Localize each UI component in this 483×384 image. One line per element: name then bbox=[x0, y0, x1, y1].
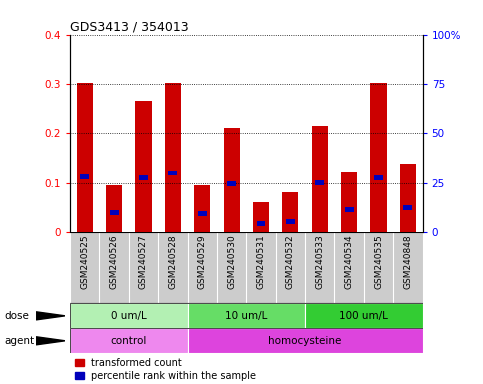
Text: dose: dose bbox=[5, 311, 30, 321]
Bar bbox=[187, 328, 423, 353]
Bar bbox=[106, 185, 122, 232]
Bar bbox=[77, 83, 93, 232]
Bar bbox=[135, 101, 152, 232]
Text: control: control bbox=[111, 336, 147, 346]
Text: 10 um/L: 10 um/L bbox=[225, 311, 268, 321]
Bar bbox=[165, 83, 181, 232]
Bar bbox=[70, 328, 187, 353]
Text: GSM240533: GSM240533 bbox=[315, 235, 324, 289]
Text: GSM240527: GSM240527 bbox=[139, 235, 148, 289]
Text: GSM240535: GSM240535 bbox=[374, 235, 383, 289]
Text: 100 um/L: 100 um/L bbox=[340, 311, 388, 321]
Text: GSM240531: GSM240531 bbox=[256, 235, 266, 289]
Bar bbox=[198, 211, 207, 216]
Bar bbox=[256, 222, 266, 227]
Text: GSM240848: GSM240848 bbox=[403, 235, 412, 289]
Bar bbox=[341, 172, 357, 232]
Bar bbox=[374, 175, 383, 180]
Polygon shape bbox=[36, 337, 65, 345]
Text: GDS3413 / 354013: GDS3413 / 354013 bbox=[70, 20, 189, 33]
Bar bbox=[400, 164, 416, 232]
Bar bbox=[110, 210, 118, 215]
Legend: transformed count, percentile rank within the sample: transformed count, percentile rank withi… bbox=[75, 358, 256, 381]
Text: GSM240525: GSM240525 bbox=[80, 235, 89, 289]
Bar bbox=[224, 127, 240, 232]
Text: GSM240532: GSM240532 bbox=[286, 235, 295, 289]
Bar bbox=[315, 180, 324, 185]
Text: homocysteine: homocysteine bbox=[269, 336, 342, 346]
Text: GSM240528: GSM240528 bbox=[169, 235, 177, 289]
Bar bbox=[169, 170, 177, 175]
Text: GSM240526: GSM240526 bbox=[110, 235, 119, 289]
Text: agent: agent bbox=[5, 336, 35, 346]
Bar bbox=[187, 303, 305, 328]
Bar bbox=[305, 303, 423, 328]
Text: GSM240534: GSM240534 bbox=[345, 235, 354, 289]
Text: GSM240530: GSM240530 bbox=[227, 235, 236, 289]
Bar bbox=[286, 219, 295, 224]
Bar bbox=[70, 303, 187, 328]
Bar bbox=[227, 181, 236, 186]
Bar bbox=[403, 205, 412, 210]
Text: 0 um/L: 0 um/L bbox=[111, 311, 147, 321]
Bar bbox=[253, 202, 269, 232]
Bar bbox=[345, 207, 354, 212]
Text: GSM240529: GSM240529 bbox=[198, 235, 207, 289]
Bar bbox=[370, 83, 386, 232]
Polygon shape bbox=[36, 312, 65, 320]
Bar bbox=[139, 175, 148, 180]
Bar bbox=[80, 174, 89, 179]
Bar bbox=[283, 192, 298, 232]
Bar bbox=[312, 126, 328, 232]
Bar bbox=[194, 185, 210, 232]
